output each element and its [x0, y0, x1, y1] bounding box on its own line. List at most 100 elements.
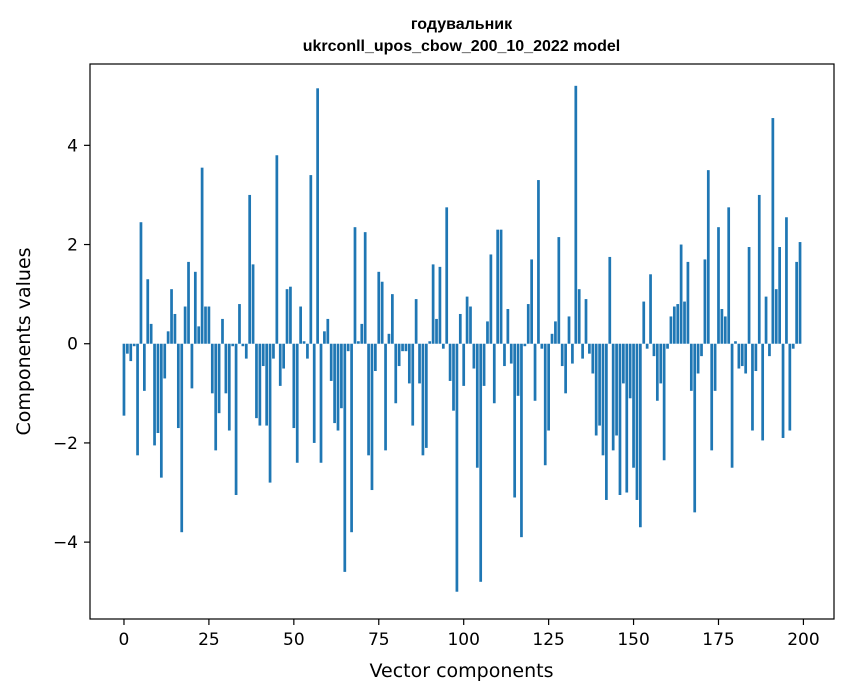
bar: [723, 316, 727, 344]
bar: [608, 256, 612, 344]
bar: [265, 343, 269, 426]
bar: [323, 331, 326, 344]
bar: [210, 343, 214, 394]
bar: [200, 167, 204, 344]
bar: [625, 343, 629, 493]
bar: [156, 343, 160, 434]
bar: [530, 259, 533, 344]
bar: [282, 343, 285, 369]
bar: [639, 343, 642, 528]
bar: [469, 306, 472, 344]
bar: [672, 306, 676, 344]
bar: [710, 343, 714, 451]
bar: [387, 333, 391, 344]
bar: [404, 343, 408, 352]
bar: [170, 289, 173, 344]
bar: [669, 316, 673, 344]
bar: [751, 343, 754, 431]
bar: [489, 254, 493, 344]
bar: [645, 343, 649, 349]
bar: [292, 343, 296, 429]
bar: [611, 343, 615, 451]
bar: [333, 343, 336, 424]
bar: [207, 306, 211, 344]
x-tick-label: 125: [532, 630, 564, 650]
bar: [295, 343, 299, 463]
y-tick-label: −2: [53, 434, 78, 454]
bar: [499, 229, 503, 344]
bar: [642, 301, 646, 344]
bar: [394, 343, 398, 404]
bar: [543, 343, 547, 466]
bar: [696, 343, 700, 374]
x-tick-label: 150: [617, 630, 649, 650]
bar: [166, 331, 170, 344]
bar: [377, 271, 381, 344]
bar: [737, 343, 741, 369]
bar: [747, 247, 751, 344]
bar: [397, 343, 401, 367]
bar: [513, 343, 517, 498]
bar: [421, 343, 425, 456]
x-tick-label: 50: [283, 630, 305, 650]
bar: [761, 343, 765, 441]
bar: [224, 343, 228, 394]
bar: [153, 343, 156, 446]
bar: [492, 343, 496, 404]
bar: [370, 343, 374, 491]
bar: [655, 343, 659, 401]
bar: [564, 343, 567, 394]
bar: [652, 343, 656, 357]
bar: [744, 343, 748, 374]
bar: [506, 309, 510, 344]
bar: [357, 341, 360, 344]
bar: [363, 232, 367, 344]
bar: [221, 318, 224, 344]
bar: [509, 343, 513, 364]
bar: [486, 321, 489, 344]
bar: [197, 326, 201, 344]
bar: [734, 341, 737, 344]
bar: [146, 279, 150, 344]
bar: [622, 343, 625, 384]
bar: [764, 296, 768, 344]
bar: [380, 281, 384, 344]
bar: [391, 294, 394, 344]
bar: [788, 343, 792, 431]
bar: [384, 343, 387, 451]
bar: [496, 229, 500, 344]
bar: [693, 343, 697, 513]
bar: [686, 261, 690, 344]
bar: [584, 299, 588, 344]
bar: [159, 343, 163, 478]
bar: [540, 343, 544, 349]
bar: [615, 343, 618, 436]
bar: [798, 242, 802, 344]
bar: [299, 306, 302, 344]
bar: [126, 343, 129, 354]
bar: [462, 343, 466, 386]
bar: [703, 259, 707, 344]
bar: [428, 341, 432, 344]
bar: [435, 318, 438, 344]
bar: [129, 343, 133, 362]
bar: [683, 301, 686, 344]
bar: [771, 118, 775, 344]
bar: [598, 343, 601, 426]
bar: [238, 304, 241, 344]
bar: [367, 343, 370, 456]
y-tick-label: −4: [53, 533, 78, 553]
bar: [706, 170, 710, 344]
x-tick-label: 200: [787, 630, 819, 650]
bar: [588, 343, 591, 354]
bar: [720, 309, 724, 344]
plot-frame: [89, 63, 835, 620]
bar: [326, 318, 330, 344]
y-tick-label: 0: [67, 335, 78, 355]
y-axis-ticks: −4 −2 0 2 4: [53, 136, 90, 553]
x-tick-label: 25: [198, 630, 220, 650]
bar: [329, 343, 333, 381]
bar: [455, 343, 459, 592]
bar: [418, 343, 421, 384]
bar: [272, 343, 275, 359]
